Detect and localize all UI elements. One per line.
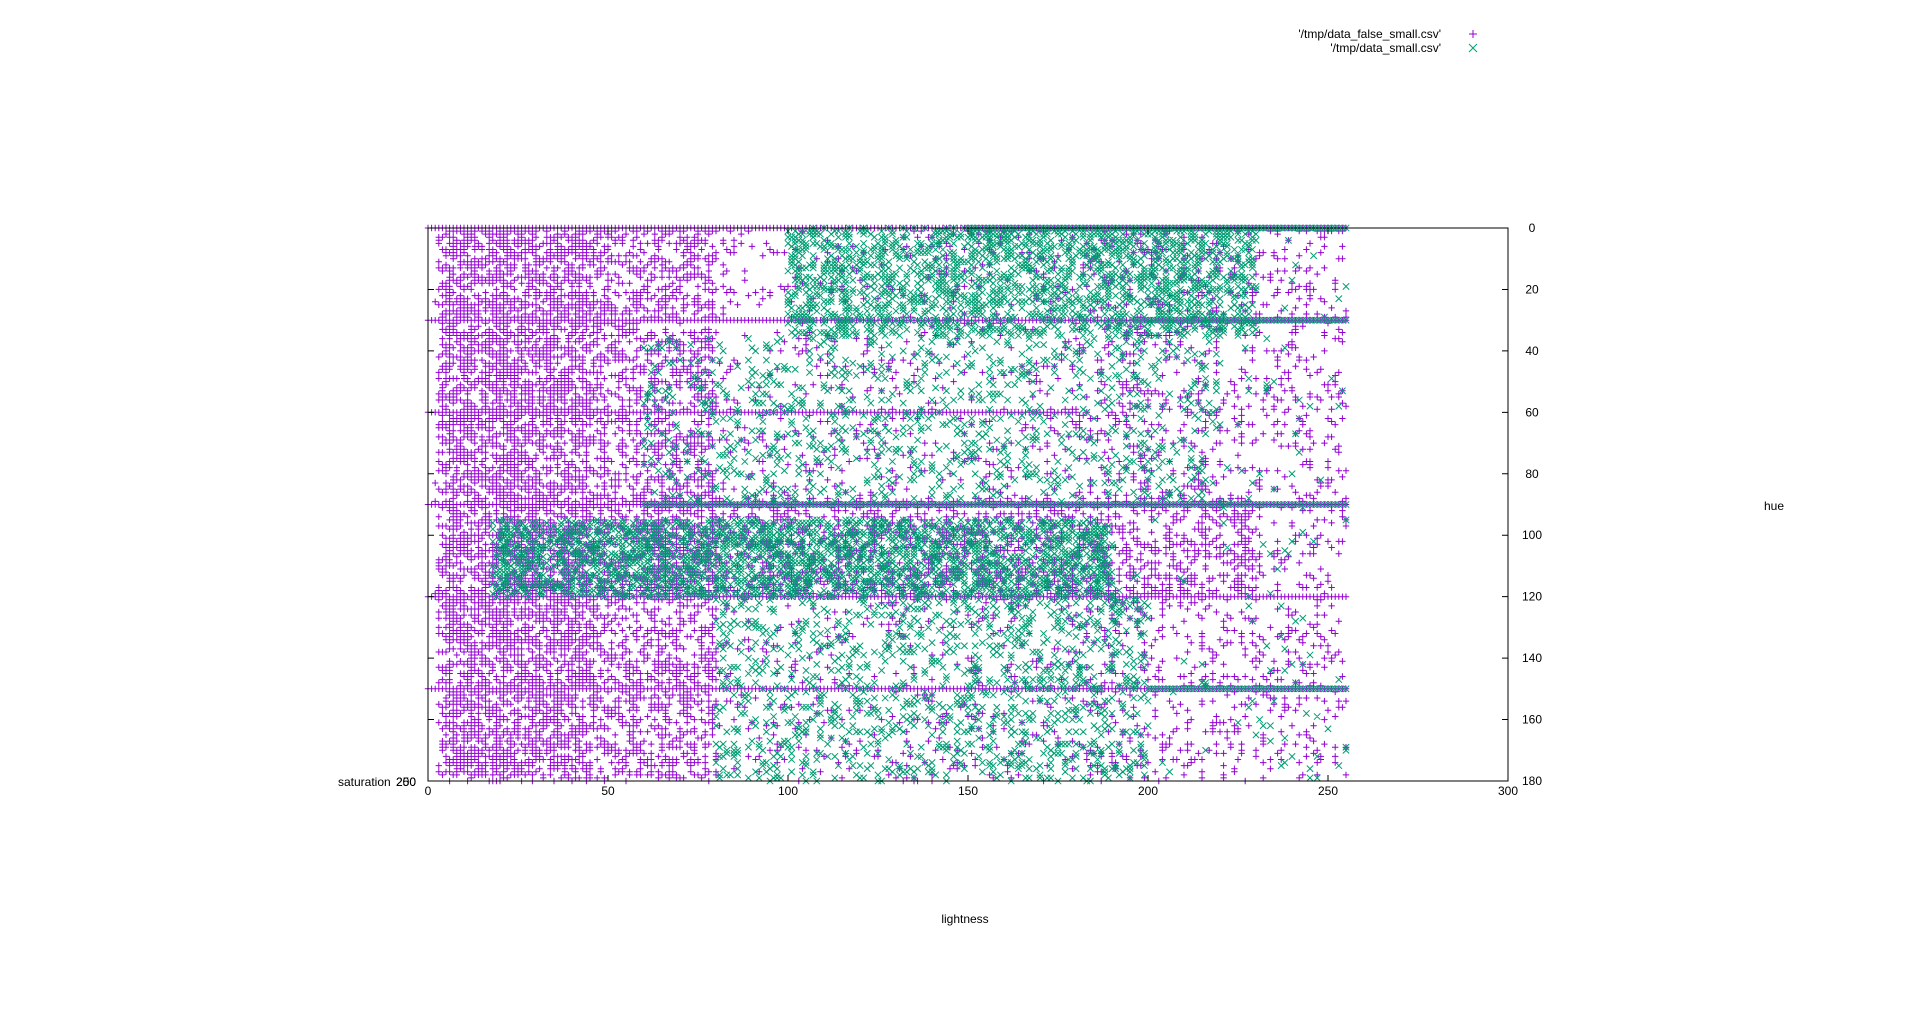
legend-marker-cross	[1468, 43, 1478, 53]
y-tick-label: 120	[1522, 590, 1542, 604]
y-tick-label: 80	[1525, 467, 1539, 481]
series-small-markers	[489, 224, 1350, 785]
x-tick-label: 250	[1318, 784, 1338, 798]
y-tick-label: 0	[1529, 221, 1536, 235]
y-tick-label: 40	[1525, 344, 1539, 358]
y-tick-label: 60	[1525, 405, 1539, 419]
y-tick-label: 180	[1522, 774, 1542, 788]
z-axis-tick-250: 250	[396, 775, 416, 789]
x-tick-label: 200	[1138, 784, 1158, 798]
x-axis-label: lightness	[941, 912, 988, 926]
x-tick-label: 100	[778, 784, 798, 798]
z-axis-tick-200: 200	[396, 775, 416, 789]
legend: '/tmp/data_false_small.csv' '/tmp/data_s…	[1298, 27, 1478, 55]
x-axis: 0 50 100 150 200 250 300	[425, 228, 1518, 798]
x-tick-label: 150	[958, 784, 978, 798]
y-tick-label: 100	[1522, 528, 1542, 542]
y-axis: 0 20 40 60 80 100 120 140 160 180	[428, 221, 1542, 788]
z-axis-label: saturation	[338, 775, 391, 789]
y-tick-label: 20	[1525, 282, 1539, 296]
series-small-points	[489, 224, 1350, 785]
y-axis-label: hue	[1764, 499, 1784, 513]
legend-marker-plus	[1469, 30, 1477, 38]
x-tick-label: 0	[425, 784, 432, 798]
y-tick-label: 160	[1522, 713, 1542, 727]
legend-label-false-small: '/tmp/data_false_small.csv'	[1298, 27, 1441, 41]
x-tick-label: 300	[1498, 784, 1518, 798]
legend-label-small: '/tmp/data_small.csv'	[1330, 41, 1441, 55]
x-tick-label: 50	[601, 784, 615, 798]
y-tick-label: 140	[1522, 651, 1542, 665]
